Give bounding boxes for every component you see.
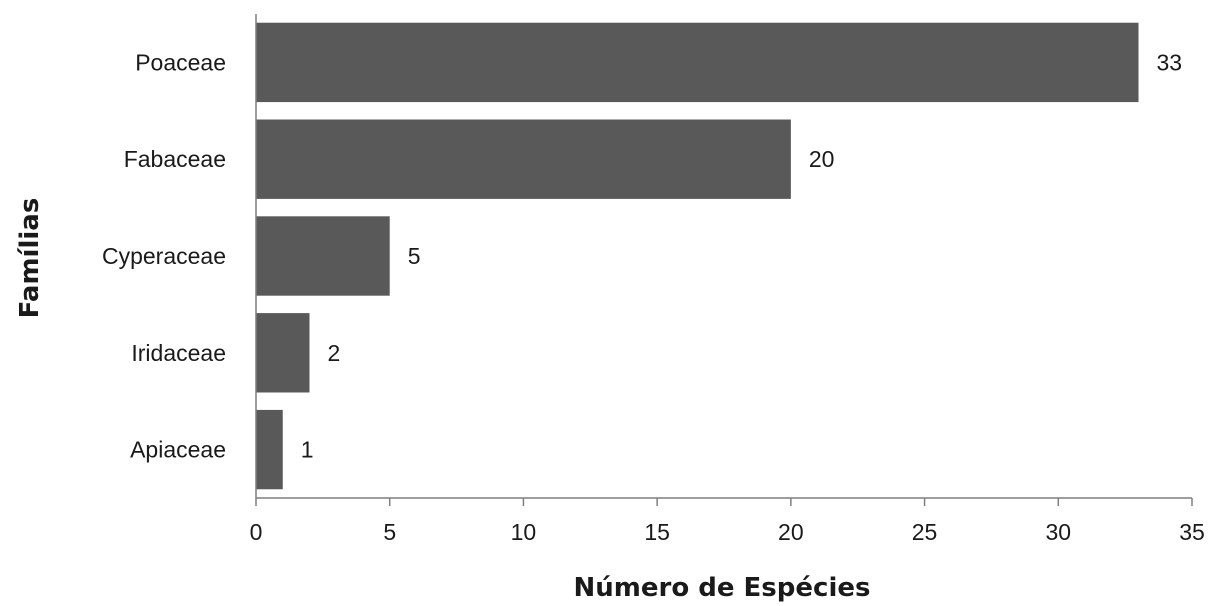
category-label: Iridaceae	[131, 340, 226, 366]
x-tick-label: 5	[383, 519, 396, 545]
bars-layer	[256, 22, 1139, 490]
axes-layer	[255, 14, 1192, 499]
bar-fabaceae	[256, 119, 791, 199]
category-label: Apiaceae	[130, 437, 226, 463]
data-label: 2	[327, 340, 340, 366]
category-label: Poaceae	[135, 49, 226, 75]
category-label: Fabaceae	[124, 146, 226, 172]
x-tick-label: 25	[912, 519, 938, 545]
ticks-layer: 0 5 10 15 20 25 30 35	[250, 498, 1205, 545]
bar-apiaceae	[256, 409, 283, 490]
labels-layer: Poaceae 33 Fabaceae 20 Cyperaceae 5 Iridaceae 2…	[102, 49, 1182, 462]
x-tick-label: 0	[250, 519, 263, 545]
x-tick-label: 30	[1045, 519, 1071, 545]
y-axis-title: Famílias	[15, 198, 45, 319]
data-label: 20	[809, 146, 835, 172]
data-label: 1	[301, 437, 314, 463]
x-tick-label: 15	[644, 519, 670, 545]
x-axis-title: Número de Espécies	[574, 573, 871, 603]
bar-poaceae	[256, 22, 1139, 103]
x-tick-label: 20	[778, 519, 804, 545]
category-label: Cyperaceae	[102, 243, 226, 269]
data-label: 33	[1157, 49, 1183, 75]
x-tick-label: 35	[1179, 519, 1205, 545]
bar-iridaceae	[256, 313, 310, 393]
data-label: 5	[408, 243, 421, 269]
bar-cyperaceae	[256, 216, 390, 296]
x-tick-label: 10	[511, 519, 537, 545]
